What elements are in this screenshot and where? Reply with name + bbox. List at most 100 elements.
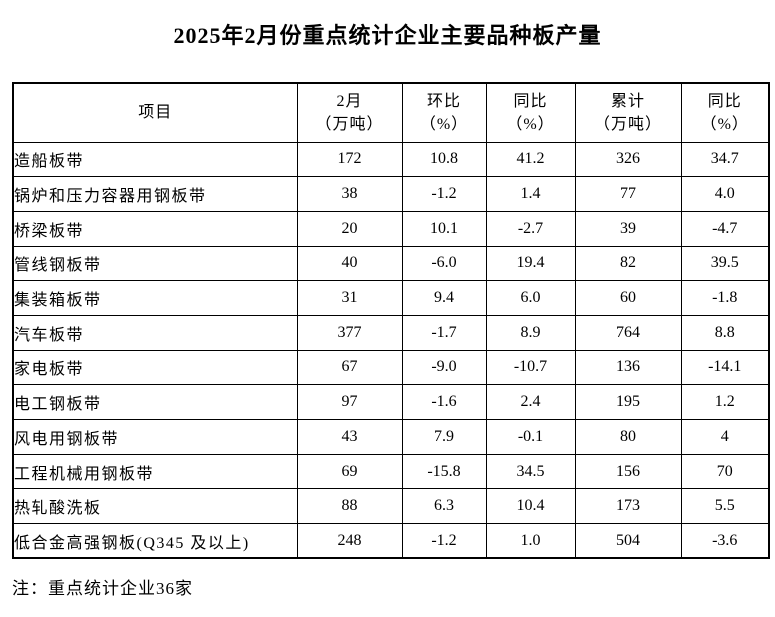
cell-cumulative-value: 173 bbox=[574, 488, 682, 525]
cell-mom-value: -9.0 bbox=[401, 349, 487, 386]
cell-cumulative-value: 504 bbox=[574, 523, 682, 559]
column-header-unit: （%） bbox=[419, 115, 469, 133]
cell-item-name: 家电板带 bbox=[12, 349, 298, 386]
cell-mom-value: -1.2 bbox=[401, 176, 487, 212]
column-header-unit: （万吨） bbox=[315, 115, 384, 133]
cell-cumulative-value: 156 bbox=[574, 453, 682, 490]
column-header-cumulative: 累计 （万吨） bbox=[574, 82, 682, 143]
cell-cumulative-yoy-value: 8.8 bbox=[680, 314, 770, 351]
column-header-february: 2月 （万吨） bbox=[296, 82, 403, 143]
cell-month-value: 248 bbox=[296, 523, 403, 559]
cell-item-name: 热轧酸洗板 bbox=[12, 488, 298, 525]
cell-cumulative-yoy-value: 1.2 bbox=[680, 384, 770, 420]
cell-cumulative-yoy-value: 4 bbox=[680, 419, 770, 455]
cell-yoy-value: 1.4 bbox=[485, 176, 576, 212]
column-header-unit: （万吨） bbox=[593, 115, 662, 133]
cell-yoy-value: 41.2 bbox=[485, 141, 576, 178]
cell-mom-value: 6.3 bbox=[401, 488, 487, 525]
column-header-unit: （%） bbox=[506, 115, 555, 133]
column-header-cumulative-yoy: 同比 （%） bbox=[680, 82, 770, 143]
cell-cumulative-yoy-value: 5.5 bbox=[680, 488, 770, 525]
cell-mom-value: -1.7 bbox=[401, 314, 487, 351]
column-header-unit: （%） bbox=[700, 115, 749, 133]
page-title: 2025年2月份重点统计企业主要品种板产量 bbox=[173, 23, 602, 48]
cell-yoy-value: 10.4 bbox=[485, 488, 576, 525]
cell-cumulative-yoy-value: 34.7 bbox=[680, 141, 770, 178]
table-row: 风电用钢板带 43 7.9 -0.1 80 4 bbox=[12, 419, 770, 455]
table-row: 低合金高强钢板(Q345 及以上) 248 -1.2 1.0 504 -3.6 bbox=[12, 523, 770, 559]
cell-month-value: 67 bbox=[296, 349, 403, 386]
cell-mom-value: 7.9 bbox=[401, 419, 487, 455]
table-row: 家电板带 67 -9.0 -10.7 136 -14.1 bbox=[12, 349, 770, 386]
column-header-label: 环比 bbox=[426, 92, 461, 110]
cell-month-value: 97 bbox=[296, 384, 403, 420]
cell-month-value: 88 bbox=[296, 488, 403, 525]
column-header-label: 同比 bbox=[513, 92, 548, 110]
cell-cumulative-yoy-value: -1.8 bbox=[680, 280, 770, 316]
cell-month-value: 69 bbox=[296, 453, 403, 490]
cell-cumulative-yoy-value: -3.6 bbox=[680, 523, 770, 559]
cell-mom-value: 9.4 bbox=[401, 280, 487, 316]
table-row: 工程机械用钢板带 69 -15.8 34.5 156 70 bbox=[12, 453, 770, 490]
cell-cumulative-yoy-value: -4.7 bbox=[680, 210, 770, 247]
cell-cumulative-value: 195 bbox=[574, 384, 682, 420]
cell-item-name: 集装箱板带 bbox=[12, 280, 298, 316]
cell-mom-value: -6.0 bbox=[401, 245, 487, 282]
cell-cumulative-yoy-value: -14.1 bbox=[680, 349, 770, 386]
cell-cumulative-value: 39 bbox=[574, 210, 682, 247]
table-row: 热轧酸洗板 88 6.3 10.4 173 5.5 bbox=[12, 488, 770, 525]
cell-yoy-value: -0.1 bbox=[485, 419, 576, 455]
cell-cumulative-value: 136 bbox=[574, 349, 682, 386]
cell-month-value: 38 bbox=[296, 176, 403, 212]
cell-month-value: 20 bbox=[296, 210, 403, 247]
column-header-label: 项目 bbox=[138, 104, 173, 122]
cell-yoy-value: 6.0 bbox=[485, 280, 576, 316]
cell-mom-value: -1.6 bbox=[401, 384, 487, 420]
cell-cumulative-value: 326 bbox=[574, 141, 682, 178]
column-header-label: 同比 bbox=[707, 92, 742, 110]
table-header-row: 项目 2月 （万吨） 环比 （%） 同比 （%） 累计 （万吨） bbox=[12, 82, 770, 143]
cell-cumulative-yoy-value: 70 bbox=[680, 453, 770, 490]
cell-item-name: 管线钢板带 bbox=[12, 245, 298, 282]
cell-cumulative-yoy-value: 4.0 bbox=[680, 176, 770, 212]
cell-mom-value: -1.2 bbox=[401, 523, 487, 559]
column-header-label: 累计 bbox=[610, 92, 645, 110]
cell-cumulative-value: 77 bbox=[574, 176, 682, 212]
column-header-mom: 环比 （%） bbox=[401, 82, 487, 143]
cell-item-name: 锅炉和压力容器用钢板带 bbox=[12, 176, 298, 212]
table-row: 电工钢板带 97 -1.6 2.4 195 1.2 bbox=[12, 384, 770, 420]
cell-item-name: 造船板带 bbox=[12, 141, 298, 178]
column-header-item: 项目 bbox=[12, 82, 298, 143]
cell-cumulative-value: 764 bbox=[574, 314, 682, 351]
cell-item-name: 桥梁板带 bbox=[12, 210, 298, 247]
cell-yoy-value: -10.7 bbox=[485, 349, 576, 386]
cell-cumulative-value: 80 bbox=[574, 419, 682, 455]
cell-mom-value: -15.8 bbox=[401, 453, 487, 490]
cell-month-value: 43 bbox=[296, 419, 403, 455]
cell-yoy-value: 19.4 bbox=[485, 245, 576, 282]
cell-cumulative-value: 82 bbox=[574, 245, 682, 282]
cell-item-name: 汽车板带 bbox=[12, 314, 298, 351]
cell-yoy-value: 34.5 bbox=[485, 453, 576, 490]
table-row: 管线钢板带 40 -6.0 19.4 82 39.5 bbox=[12, 245, 770, 282]
cell-item-name: 电工钢板带 bbox=[12, 384, 298, 420]
cell-month-value: 172 bbox=[296, 141, 403, 178]
cell-month-value: 377 bbox=[296, 314, 403, 351]
cell-yoy-value: 1.0 bbox=[485, 523, 576, 559]
table-row: 汽车板带 377 -1.7 8.9 764 8.8 bbox=[12, 314, 770, 351]
cell-yoy-value: 2.4 bbox=[485, 384, 576, 420]
production-table: 项目 2月 （万吨） 环比 （%） 同比 （%） 累计 （万吨） bbox=[12, 82, 770, 560]
cell-item-name: 风电用钢板带 bbox=[12, 419, 298, 455]
cell-item-name: 低合金高强钢板(Q345 及以上) bbox=[12, 523, 298, 559]
cell-month-value: 40 bbox=[296, 245, 403, 282]
table-row: 桥梁板带 20 10.1 -2.7 39 -4.7 bbox=[12, 210, 770, 247]
cell-cumulative-value: 60 bbox=[574, 280, 682, 316]
cell-yoy-value: -2.7 bbox=[485, 210, 576, 247]
cell-mom-value: 10.8 bbox=[401, 141, 487, 178]
cell-mom-value: 10.1 bbox=[401, 210, 487, 247]
table-row: 锅炉和压力容器用钢板带 38 -1.2 1.4 77 4.0 bbox=[12, 176, 770, 212]
column-header-yoy: 同比 （%） bbox=[485, 82, 576, 143]
cell-cumulative-yoy-value: 39.5 bbox=[680, 245, 770, 282]
cell-month-value: 31 bbox=[296, 280, 403, 316]
